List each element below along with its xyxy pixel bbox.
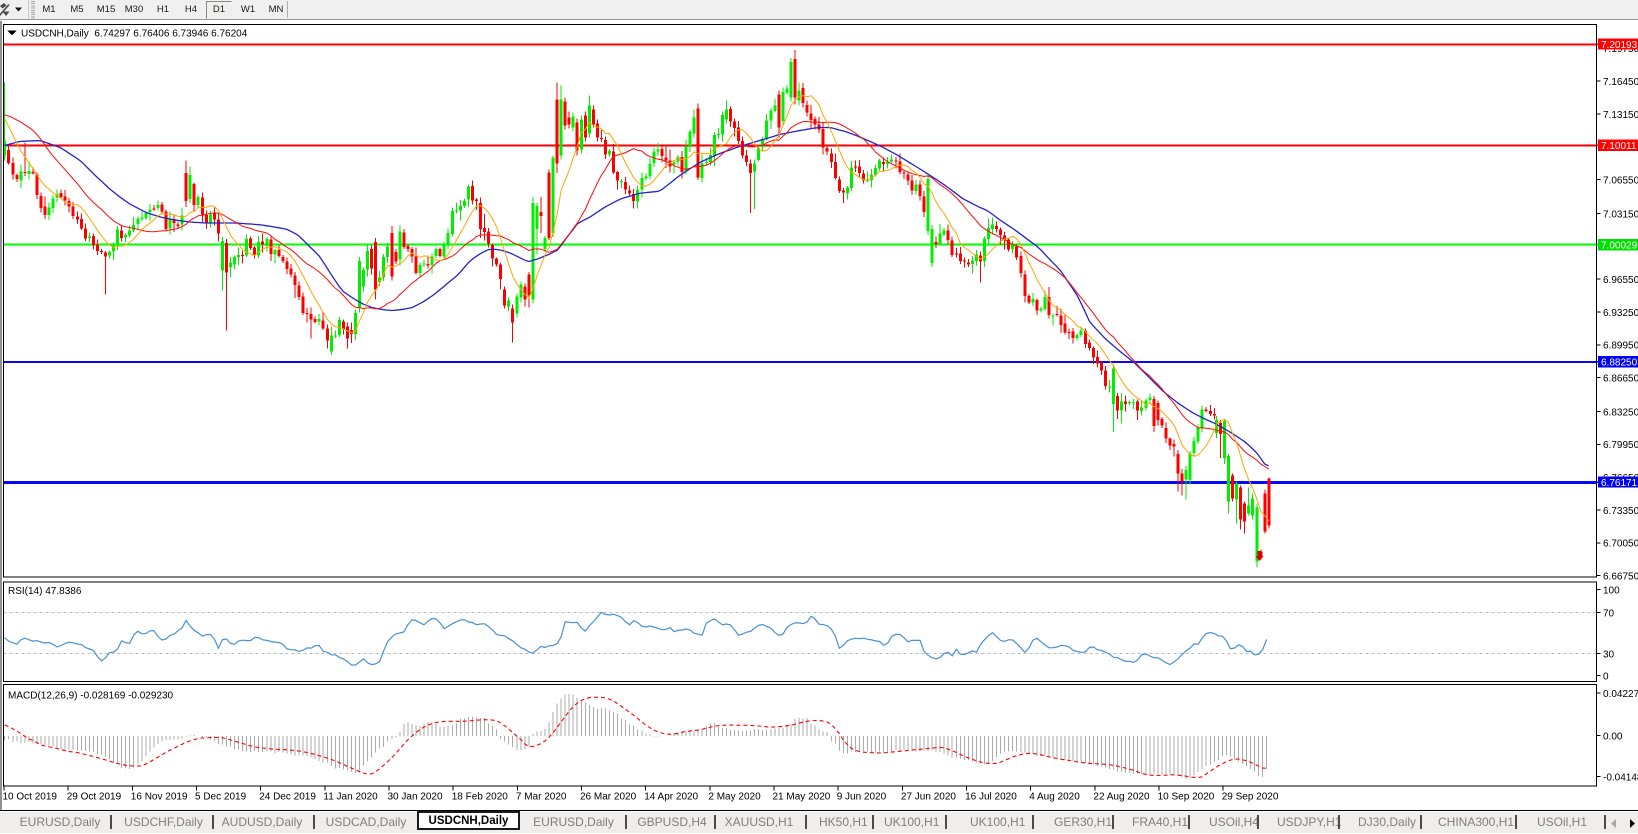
- svg-text:MACD(12,26,9) -0.028169 -0.029: MACD(12,26,9) -0.028169 -0.029230: [8, 691, 174, 702]
- svg-text:0.00: 0.00: [1603, 731, 1623, 742]
- svg-text:6.86650: 6.86650: [1603, 374, 1638, 385]
- svg-text:6.89950: 6.89950: [1603, 341, 1638, 352]
- svg-text:22 Aug 2020: 22 Aug 2020: [1093, 792, 1150, 803]
- svg-text:7.13150: 7.13150: [1603, 110, 1638, 121]
- svg-text:26 Mar 2020: 26 Mar 2020: [580, 792, 637, 803]
- svg-text:16 Nov 2019: 16 Nov 2019: [131, 792, 188, 803]
- svg-text:2 May 2020: 2 May 2020: [708, 792, 761, 803]
- svg-text:9 Jun 2020: 9 Jun 2020: [837, 792, 887, 803]
- svg-text:7 Mar 2020: 7 Mar 2020: [516, 792, 567, 803]
- svg-text:70: 70: [1603, 608, 1615, 619]
- svg-text:21 May 2020: 21 May 2020: [773, 792, 831, 803]
- svg-text:100: 100: [1603, 585, 1620, 596]
- svg-text:30: 30: [1603, 649, 1615, 660]
- svg-text:4 Aug 2020: 4 Aug 2020: [1029, 792, 1080, 803]
- svg-text:-0.04148: -0.04148: [1603, 772, 1638, 783]
- svg-text:7.19750: 7.19750: [1603, 44, 1638, 55]
- svg-text:6.70050: 6.70050: [1603, 539, 1638, 550]
- svg-text:0: 0: [1603, 671, 1609, 682]
- svg-text:6.93250: 6.93250: [1603, 308, 1638, 319]
- svg-text:11 Jan 2020: 11 Jan 2020: [323, 792, 378, 803]
- svg-text:6.83250: 6.83250: [1603, 407, 1638, 418]
- svg-text:RSI(14) 47.8386: RSI(14) 47.8386: [8, 586, 82, 597]
- svg-text:10 Oct 2019: 10 Oct 2019: [3, 792, 58, 803]
- svg-text:7.00029: 7.00029: [1601, 240, 1638, 251]
- svg-text:USDCNH,Daily 6.74297 6.76406: USDCNH,Daily 6.74297 6.76406 6.73946 6.7…: [21, 29, 248, 40]
- svg-text:18 Feb 2020: 18 Feb 2020: [452, 792, 509, 803]
- svg-text:7.03150: 7.03150: [1603, 209, 1638, 220]
- svg-text:16 Jul 2020: 16 Jul 2020: [965, 792, 1017, 803]
- svg-text:7.20193: 7.20193: [1601, 40, 1638, 51]
- svg-text:6.96550: 6.96550: [1603, 275, 1638, 286]
- svg-text:5 Dec 2019: 5 Dec 2019: [195, 792, 247, 803]
- svg-text:7.06550: 7.06550: [1603, 176, 1638, 187]
- svg-text:6.88250: 6.88250: [1601, 358, 1638, 369]
- svg-text:29 Oct 2019: 29 Oct 2019: [67, 792, 122, 803]
- svg-text:14 Apr 2020: 14 Apr 2020: [644, 792, 698, 803]
- svg-text:29 Sep 2020: 29 Sep 2020: [1222, 792, 1279, 803]
- svg-text:27 Jun 2020: 27 Jun 2020: [901, 792, 956, 803]
- svg-text:7.10011: 7.10011: [1601, 141, 1637, 152]
- svg-text:6.73350: 6.73350: [1603, 506, 1638, 517]
- svg-text:7.16450: 7.16450: [1603, 77, 1638, 88]
- svg-text:6.76171: 6.76171: [1601, 478, 1638, 489]
- svg-text:24 Dec 2019: 24 Dec 2019: [259, 792, 316, 803]
- svg-text:6.66750: 6.66750: [1603, 572, 1638, 583]
- svg-text:0.042275: 0.042275: [1603, 689, 1638, 700]
- svg-text:6.79950: 6.79950: [1603, 440, 1638, 451]
- svg-text:30 Jan 2020: 30 Jan 2020: [388, 792, 443, 803]
- svg-text:10 Sep 2020: 10 Sep 2020: [1158, 792, 1215, 803]
